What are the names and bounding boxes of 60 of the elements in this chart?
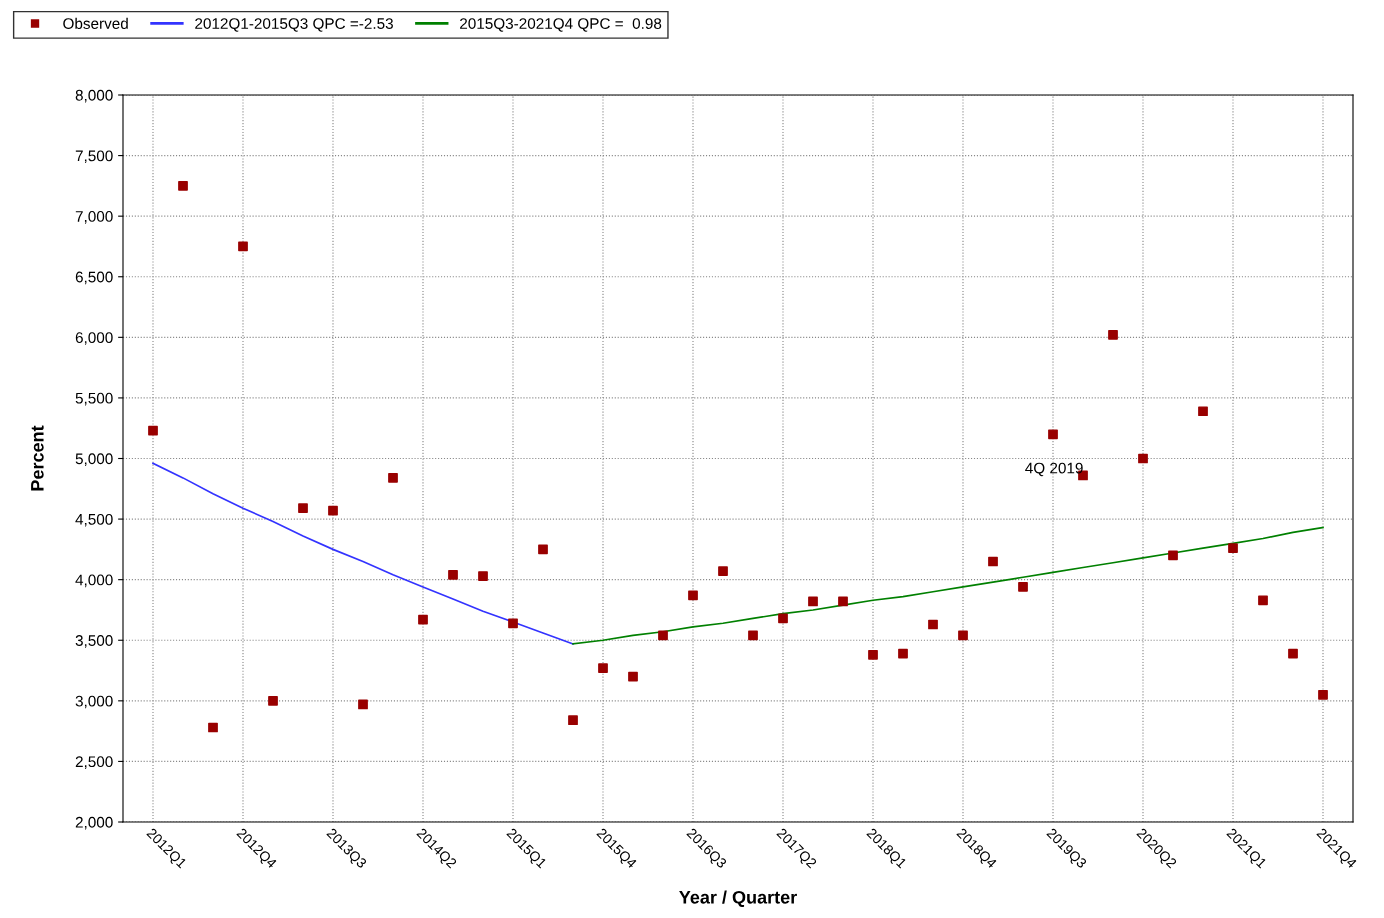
point [1018,582,1028,592]
y-tick-label: 7,000 [75,211,113,224]
point [538,544,548,555]
point [598,663,608,673]
point [718,566,728,577]
legend-label: Observed [63,17,128,29]
point [568,715,578,726]
line-series [152,462,574,645]
y-tick-label: 2,000 [75,816,113,830]
point [448,569,458,580]
point [1318,689,1328,700]
point [1228,543,1238,554]
y-tick-label: 3,500 [75,635,113,648]
y-tick-label: 4,500 [75,513,113,527]
point [988,556,998,567]
y-tick-label: 6,500 [75,271,113,285]
point [628,671,638,682]
legend-label: 2012Q1-2015Q3 QPC =-2.53 [195,18,393,32]
point [928,619,938,630]
annotation: 4Q 2019 [1025,462,1083,477]
point [1108,330,1118,340]
point [298,503,308,514]
point [868,649,878,660]
x-axis-title: Year / Quarter [679,890,797,908]
point [658,630,668,641]
point [1258,595,1268,606]
point [358,699,368,710]
point [478,571,488,581]
y-tick-label: 5,000 [75,453,113,466]
point [238,241,248,252]
point [1048,429,1058,440]
point [778,613,788,624]
point [1288,648,1298,659]
line-series [572,526,1324,645]
point [1168,550,1178,561]
point [1138,453,1148,464]
point [508,618,518,629]
y-axis-title: Percent [31,425,44,491]
point [268,695,278,706]
point [688,590,698,601]
point [838,596,848,607]
point [208,722,218,733]
point [178,181,188,191]
point [328,505,338,516]
point [808,596,818,607]
point [898,648,908,659]
legend-label: 2015Q3-2021Q4 QPC = 0.98 [460,18,662,32]
y-tick-label: 2,500 [75,756,113,769]
y-tick-label: 3,000 [75,695,113,709]
y-tick-label: 5,500 [75,392,113,406]
point [748,630,758,641]
point [148,425,158,436]
y-tick-label: 6,000 [75,332,113,345]
y-tick-label: 8,000 [75,89,113,103]
point [1198,406,1208,417]
point [958,630,968,641]
y-tick-label: 7,500 [75,150,113,164]
y-tick-label: 4,000 [75,574,113,588]
point [388,473,398,483]
point [418,614,428,625]
